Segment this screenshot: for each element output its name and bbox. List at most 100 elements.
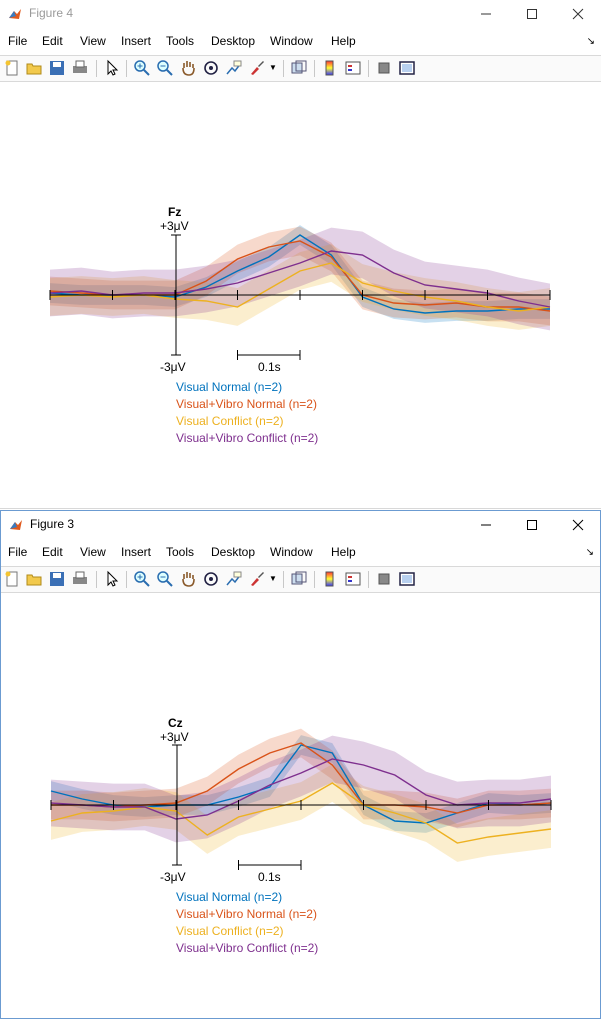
brush-icon[interactable] <box>248 570 266 588</box>
menu-view[interactable]: View <box>80 34 106 48</box>
series-band <box>50 226 550 326</box>
legend-entry: Visual+Vibro Normal (n=2) <box>176 397 317 411</box>
link-plot-icon[interactable] <box>290 59 308 77</box>
link-plot-icon[interactable] <box>290 570 308 588</box>
menu-insert[interactable]: Insert <box>121 545 152 559</box>
new-figure-icon[interactable] <box>3 570 21 588</box>
menu-dock-arrow-icon[interactable]: ↘ <box>585 547 594 558</box>
series-line <box>50 758 552 820</box>
save-icon[interactable] <box>48 59 66 77</box>
minimize-icon <box>481 524 491 526</box>
pan-icon[interactable] <box>179 570 197 588</box>
maximize-icon <box>527 9 537 19</box>
figure-toolbar: ▼ <box>1 566 600 593</box>
channel-label: Fz <box>168 205 182 219</box>
pointer-icon[interactable] <box>103 570 121 588</box>
series-band <box>51 735 551 843</box>
zoom-out-icon[interactable] <box>156 570 174 588</box>
hide-plot-tools-icon[interactable] <box>375 570 393 588</box>
print-icon[interactable] <box>71 570 89 588</box>
menu-help[interactable]: Help <box>331 34 356 48</box>
close-icon <box>572 519 584 531</box>
show-plot-tools-icon[interactable] <box>398 59 416 77</box>
series-line <box>49 250 551 308</box>
pan-icon[interactable] <box>179 59 197 77</box>
rotate-3d-icon[interactable] <box>202 59 220 77</box>
zoom-out-icon[interactable] <box>156 59 174 77</box>
menu-edit[interactable]: Edit <box>42 34 63 48</box>
maximize-button[interactable] <box>509 511 555 539</box>
menu-help[interactable]: Help <box>331 545 356 559</box>
window-title: Figure 4 <box>29 6 74 20</box>
menu-desktop[interactable]: Desktop <box>211 34 256 48</box>
legend-entry: Visual+Vibro Conflict (n=2) <box>176 431 319 445</box>
figure-3-window: Figure 3 File Edit View Insert Tools Des… <box>0 510 601 1019</box>
matlab-icon <box>9 9 21 19</box>
cz-plot-area: Cz +3μV -3μV 0.1s Visual Normal (n=2) Vi… <box>1 593 601 1013</box>
brush-icon[interactable] <box>248 59 266 77</box>
legend: Visual Normal (n=2) Visual+Vibro Normal … <box>176 889 318 957</box>
menu-file[interactable]: File <box>8 34 28 48</box>
hide-plot-tools-icon[interactable] <box>375 59 393 77</box>
figure-toolbar: ▼ <box>0 55 601 82</box>
series-band <box>51 764 551 862</box>
legend-icon[interactable] <box>344 570 362 588</box>
matlab-icon <box>10 520 22 530</box>
y-top-label: +3μV <box>160 730 189 744</box>
series-band <box>50 244 550 330</box>
print-icon[interactable] <box>71 59 89 77</box>
pointer-icon[interactable] <box>103 59 121 77</box>
menu-view[interactable]: View <box>80 545 106 559</box>
show-plot-tools-icon[interactable] <box>398 570 416 588</box>
open-file-icon[interactable] <box>25 59 43 77</box>
menu-dock-arrow-icon[interactable]: ↘ <box>586 36 595 47</box>
minimize-button[interactable] <box>463 0 509 28</box>
legend: Visual Normal (n=2) Visual+Vibro Normal … <box>176 379 318 447</box>
rotate-3d-icon[interactable] <box>202 570 220 588</box>
menu-tools[interactable]: Tools <box>166 545 195 559</box>
time-scale-label: 0.1s <box>258 360 281 374</box>
menu-file[interactable]: File <box>8 545 28 559</box>
minimize-button[interactable] <box>463 511 509 539</box>
legend-entry: Visual Normal (n=2) <box>176 380 283 394</box>
menu-window[interactable]: Window <box>270 34 313 48</box>
time-scale-label: 0.1s <box>258 870 281 884</box>
zoom-in-icon[interactable] <box>133 570 151 588</box>
legend-entry: Visual+Vibro Normal (n=2) <box>176 907 317 921</box>
maximize-button[interactable] <box>509 0 555 28</box>
menu-bar: File Edit View Insert Tools Desktop Wind… <box>0 32 601 52</box>
cz-erp-chart <box>50 728 552 870</box>
legend-entry: Visual Normal (n=2) <box>176 890 283 904</box>
series-line <box>49 262 551 312</box>
save-icon[interactable] <box>48 570 66 588</box>
colorbar-icon[interactable] <box>321 570 339 588</box>
menu-window[interactable]: Window <box>270 545 313 559</box>
new-figure-icon[interactable] <box>3 59 21 77</box>
open-file-icon[interactable] <box>25 570 43 588</box>
menu-tools[interactable]: Tools <box>166 34 195 48</box>
data-cursor-icon[interactable] <box>225 59 243 77</box>
close-button[interactable] <box>555 511 601 539</box>
menu-insert[interactable]: Insert <box>121 34 152 48</box>
legend-entry: Visual Conflict (n=2) <box>176 924 284 938</box>
brush-dropdown-icon[interactable]: ▼ <box>269 574 277 583</box>
menu-edit[interactable]: Edit <box>42 545 63 559</box>
y-bottom-label: -3μV <box>160 870 186 884</box>
legend-entry: Visual Conflict (n=2) <box>176 414 284 428</box>
fz-erp-chart <box>49 225 551 360</box>
series-line <box>51 742 552 814</box>
brush-dropdown-icon[interactable]: ▼ <box>269 63 277 72</box>
maximize-icon <box>527 520 537 530</box>
zoom-in-icon[interactable] <box>133 59 151 77</box>
data-cursor-icon[interactable] <box>225 570 243 588</box>
menu-desktop[interactable]: Desktop <box>211 545 256 559</box>
y-bottom-label: -3μV <box>160 360 186 374</box>
close-button[interactable] <box>555 0 601 28</box>
legend-entry: Visual+Vibro Conflict (n=2) <box>176 941 319 955</box>
title-bar: Figure 4 <box>0 0 601 28</box>
legend-icon[interactable] <box>344 59 362 77</box>
colorbar-icon[interactable] <box>321 59 339 77</box>
channel-label: Cz <box>168 716 183 730</box>
y-top-label: +3μV <box>160 219 189 233</box>
figure-4-window: Figure 4 File Edit View Insert Tools Des… <box>0 0 601 509</box>
